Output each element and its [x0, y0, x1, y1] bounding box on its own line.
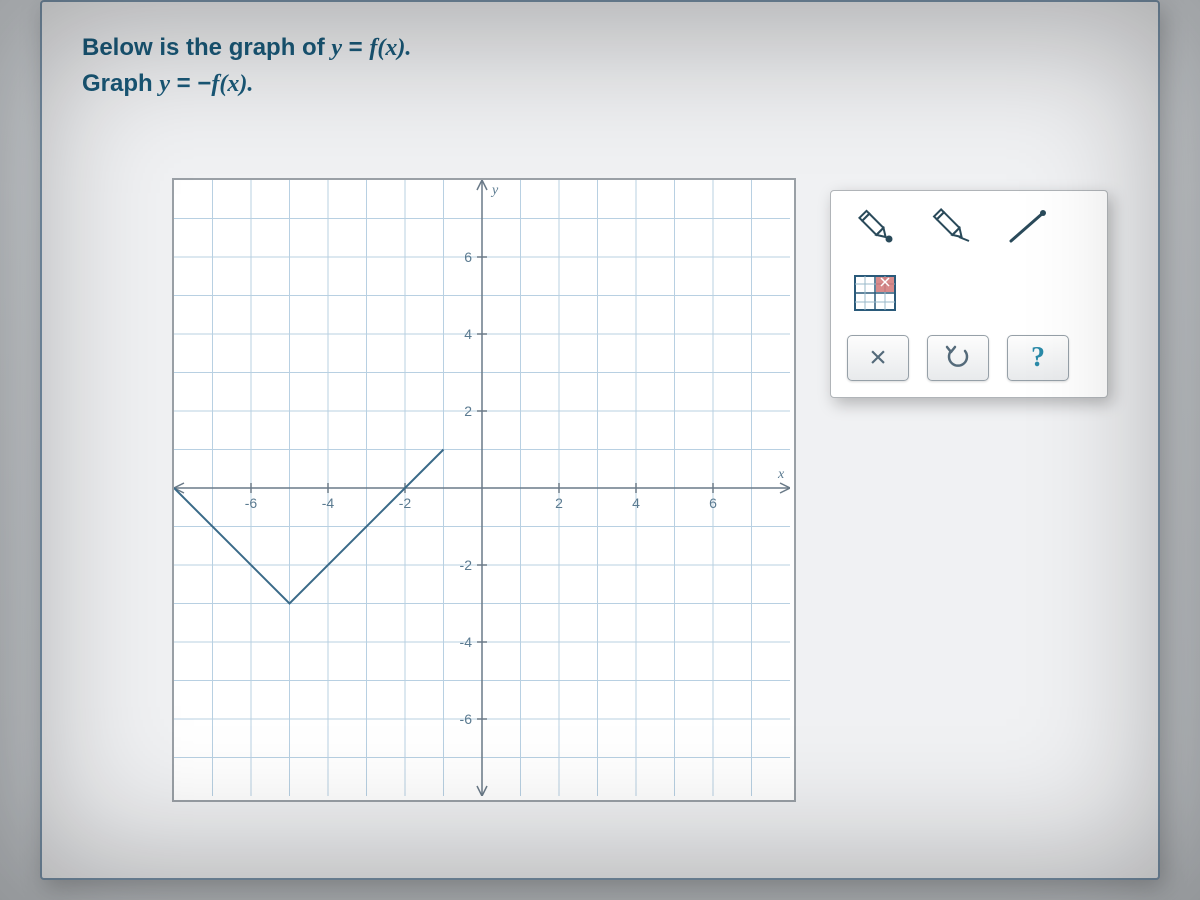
q-line1-pre: Below is the graph of — [82, 34, 331, 61]
svg-text:4: 4 — [464, 326, 472, 342]
svg-text:-2: -2 — [460, 557, 473, 573]
svg-text:2: 2 — [555, 495, 563, 511]
q-eq2: = − — [170, 70, 211, 97]
clear-button[interactable]: × — [847, 335, 909, 381]
graph-region-icon — [851, 272, 899, 314]
undo-icon — [943, 345, 973, 371]
coordinate-plane[interactable]: -6 -4 -2 2 4 6 -6 -4 -2 2 4 6 x y — [172, 178, 796, 802]
svg-text:x: x — [777, 467, 785, 482]
line-tool-icon — [1005, 207, 1049, 247]
pencil-dot-icon — [853, 207, 897, 247]
q-y2: y — [159, 71, 170, 97]
svg-text:4: 4 — [632, 495, 640, 511]
svg-text:-2: -2 — [399, 495, 412, 511]
svg-text:6: 6 — [464, 249, 472, 265]
q-x1: (x). — [377, 35, 411, 61]
svg-text:-6: -6 — [245, 495, 258, 511]
svg-text:2: 2 — [464, 403, 472, 419]
graph-region-tool[interactable] — [847, 269, 903, 317]
q-y1: y — [331, 35, 342, 61]
help-icon: ? — [1031, 342, 1045, 374]
q-line2-pre: Graph — [82, 70, 159, 97]
undo-button[interactable] — [927, 335, 989, 381]
question-panel: Below is the graph of y = f(x). Graph y … — [40, 0, 1160, 880]
help-button[interactable]: ? — [1007, 335, 1069, 381]
q-eq1: = — [342, 34, 369, 61]
svg-text:-4: -4 — [322, 495, 335, 511]
pencil-dot-tool[interactable] — [847, 203, 903, 251]
line-tool[interactable] — [999, 203, 1055, 251]
svg-text:6: 6 — [709, 495, 717, 511]
clear-icon: × — [869, 343, 887, 373]
svg-text:-6: -6 — [460, 711, 473, 727]
pencil-tool[interactable] — [923, 203, 979, 251]
action-row: × ? — [841, 335, 1097, 381]
q-x2: (x). — [219, 71, 253, 97]
tool-row-1 — [841, 203, 1097, 251]
graph-svg: -6 -4 -2 2 4 6 -6 -4 -2 2 4 6 x y — [174, 180, 790, 796]
svg-text:y: y — [490, 183, 499, 198]
pencil-icon — [929, 207, 973, 247]
question-text: Below is the graph of y = f(x). Graph y … — [82, 30, 1118, 102]
tool-row-2 — [841, 269, 1097, 317]
drawing-toolbox: × ? — [830, 190, 1108, 398]
svg-text:-4: -4 — [460, 634, 473, 650]
